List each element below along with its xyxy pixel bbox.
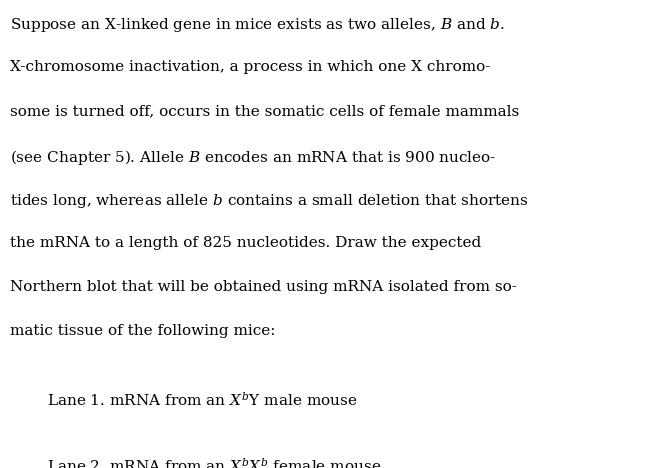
- Text: Lane 1. mRNA from an $\mathit{X}^{\mathit{b}}$Y male mouse: Lane 1. mRNA from an $\mathit{X}^{\mathi…: [47, 390, 357, 408]
- Text: Suppose an X-linked gene in mice exists as two alleles, $\mathit{B}$ and $\mathi: Suppose an X-linked gene in mice exists …: [10, 16, 505, 34]
- Text: (see Chapter 5). Allele $\mathit{B}$ encodes an mRNA that is 900 nucleo-: (see Chapter 5). Allele $\mathit{B}$ enc…: [10, 148, 496, 168]
- Text: the mRNA to a length of 825 nucleotides. Draw the expected: the mRNA to a length of 825 nucleotides.…: [10, 236, 482, 250]
- Text: some is turned off, occurs in the somatic cells of female mammals: some is turned off, occurs in the somati…: [10, 104, 519, 118]
- Text: Lane 2. mRNA from an $\mathit{X}^{\mathit{b}}\mathit{X}^{\mathit{b}}$ female mou: Lane 2. mRNA from an $\mathit{X}^{\mathi…: [47, 456, 381, 468]
- Text: tides long, whereas allele $\mathit{b}$ contains a small deletion that shortens: tides long, whereas allele $\mathit{b}$ …: [10, 192, 529, 210]
- Text: matic tissue of the following mice:: matic tissue of the following mice:: [10, 324, 276, 338]
- Text: X-chromosome inactivation, a process in which one X chromo-: X-chromosome inactivation, a process in …: [10, 60, 490, 74]
- Text: Northern blot that will be obtained using mRNA isolated from so-: Northern blot that will be obtained usin…: [10, 280, 517, 294]
